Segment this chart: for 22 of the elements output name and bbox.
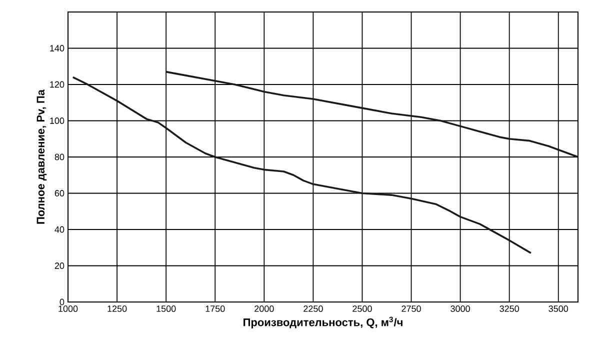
y-axis-title: Полное давление, Pv, Па (36, 89, 47, 224)
x-tick-label: 3000 (450, 306, 470, 312)
y-tick-label: 60 (54, 190, 64, 196)
line-series (165, 70, 578, 158)
x-tick-label: 1750 (206, 306, 225, 312)
x-tick-label: 3250 (500, 306, 519, 312)
x-tick-label: 2750 (402, 306, 421, 312)
x-tick-label: 2500 (352, 306, 372, 312)
y-tick-label: 40 (54, 226, 64, 233)
y-tick-label: 20 (54, 262, 64, 269)
y-tick-label: 80 (54, 154, 64, 160)
x-tick-label: 1000 (58, 306, 78, 312)
x-axis-title: Производительность, Q, м$^{3}$/ч (244, 316, 402, 328)
x-tick-label: 1250 (108, 306, 127, 312)
x-tick-label: 2250 (304, 306, 323, 312)
y-tick-label: 0 (60, 298, 64, 306)
y-tick-label: 120 (50, 81, 64, 88)
x-tick-label: 3500 (548, 306, 568, 312)
x-tick-label: 1500 (156, 306, 176, 312)
x-tick-label: 2000 (254, 306, 274, 312)
y-tick-label: 140 (50, 45, 64, 52)
y-tick-label: 100 (50, 118, 64, 124)
